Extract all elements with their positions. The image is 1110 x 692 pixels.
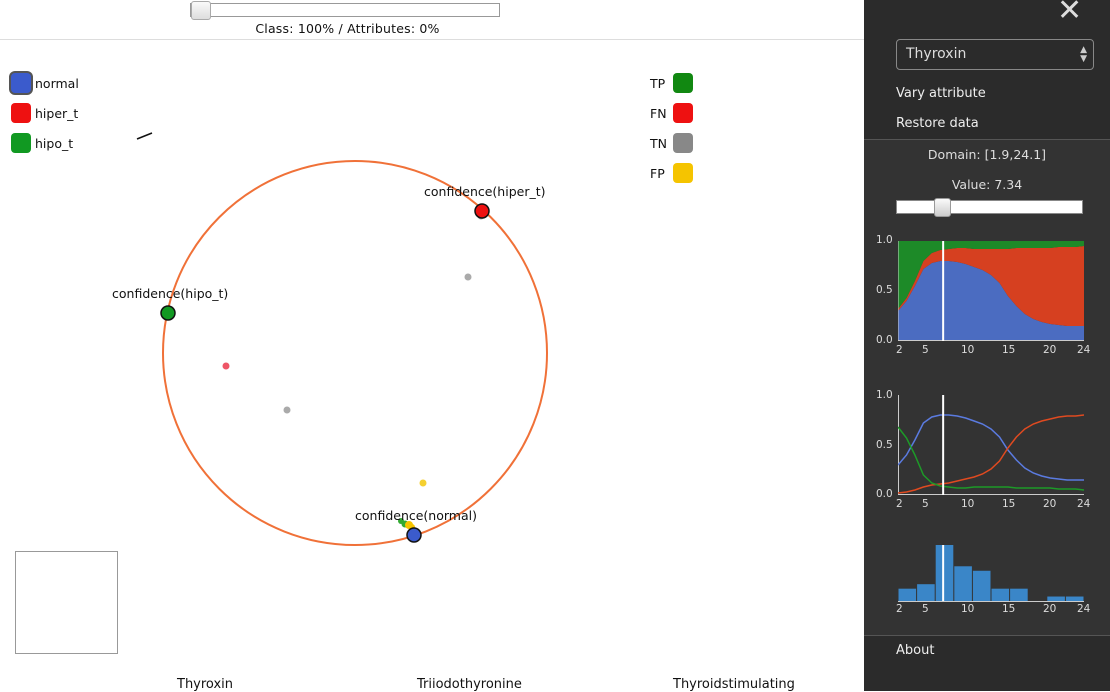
legend-swatch[interactable]	[11, 73, 31, 93]
x-tick: 15	[1002, 603, 1016, 615]
radviz-circle	[162, 160, 548, 546]
x-tick: 2	[896, 498, 903, 510]
radviz-main-panel: Class: 100% / Attributes: 0% normal hipe…	[0, 0, 864, 692]
x-tick: 24	[1077, 498, 1091, 510]
x-tick: 10	[961, 498, 975, 510]
histogram-bar	[1010, 588, 1028, 601]
line-series	[898, 426, 1084, 491]
attribute-name-thyroxin: Thyroxin	[177, 677, 234, 692]
legend-swatch[interactable]	[673, 133, 693, 153]
slider-label: Class: 100% / Attributes: 0%	[255, 21, 440, 36]
x-tick: 10	[961, 344, 975, 356]
stacked-area-chart	[898, 241, 1084, 341]
legend-swatch[interactable]	[11, 103, 31, 123]
histogram-bar	[935, 545, 954, 601]
restore-data-link[interactable]: Restore data	[896, 116, 979, 131]
radviz-plot	[136, 132, 548, 546]
legend-label: hiper_t	[35, 106, 79, 121]
value-label: Value: 7.34	[951, 177, 1023, 192]
anchor-label-normal: confidence(normal)	[355, 508, 477, 523]
histogram-bar	[898, 588, 917, 601]
about-link[interactable]: About	[896, 643, 935, 658]
direction-marker	[136, 132, 153, 140]
y-tick: 0.5	[876, 439, 893, 451]
x-tick: 2	[896, 344, 903, 356]
data-point[interactable]	[419, 479, 427, 487]
attribute-panel	[864, 140, 1110, 636]
histogram-bar	[917, 584, 935, 601]
y-tick: 0.0	[876, 334, 893, 346]
anchor-point-hiper-t[interactable]	[474, 203, 490, 219]
x-tick: 5	[922, 344, 929, 356]
x-tick: 20	[1043, 498, 1057, 510]
divider	[864, 635, 1110, 636]
legend-label: TN	[650, 136, 667, 151]
histogram-chart	[898, 545, 1084, 602]
histogram-bar	[991, 588, 1010, 601]
histogram-bar	[972, 570, 991, 601]
close-icon[interactable]: ✕	[1057, 0, 1083, 28]
x-tick: 24	[1077, 344, 1091, 356]
x-tick: 15	[1002, 344, 1016, 356]
top-toolbar: Class: 100% / Attributes: 0%	[0, 0, 864, 40]
anchor-point-normal[interactable]	[406, 527, 422, 543]
value-slider[interactable]	[896, 198, 1083, 217]
legend-swatch[interactable]	[11, 133, 31, 153]
histogram-bar	[1065, 596, 1084, 601]
x-tick: 20	[1043, 344, 1057, 356]
x-tick: 5	[922, 498, 929, 510]
area-series	[898, 261, 1084, 341]
data-point[interactable]	[222, 362, 230, 370]
x-tick: 2	[896, 603, 903, 615]
histogram-bar	[954, 566, 972, 601]
legend-label: FP	[650, 166, 665, 181]
minimap[interactable]	[15, 551, 118, 654]
class-attribute-slider[interactable]	[190, 1, 500, 20]
x-tick: 15	[1002, 498, 1016, 510]
anchor-label-hipo-t: confidence(hipo_t)	[112, 286, 229, 301]
attribute-select-value: Thyroxin	[906, 46, 967, 62]
slider-thumb[interactable]	[191, 1, 211, 20]
legend-label: hipo_t	[35, 136, 74, 151]
legend-label: normal	[35, 76, 79, 91]
value-slider-thumb[interactable]	[934, 198, 951, 217]
legend-swatch[interactable]	[673, 73, 693, 93]
area-series	[898, 241, 1084, 309]
legend-label: TP	[650, 76, 666, 91]
attribute-select[interactable]: Thyroxin ▲ ▼	[896, 39, 1094, 70]
x-tick: 20	[1043, 603, 1057, 615]
x-tick: 24	[1077, 603, 1091, 615]
legend-swatch[interactable]	[673, 163, 693, 183]
legend-label: FN	[650, 106, 667, 121]
domain-label: Domain: [1.9,24.1]	[927, 147, 1047, 162]
line-series	[898, 414, 1084, 481]
sidebar: ✕ Thyroxin ▲ ▼ Vary attribute Restore dat…	[864, 0, 1110, 691]
anchor-point-hipo-t[interactable]	[160, 305, 176, 321]
x-tick: 10	[961, 603, 975, 615]
vary-attribute-link[interactable]: Vary attribute	[896, 86, 986, 101]
legend-swatch[interactable]	[673, 103, 693, 123]
y-tick: 0.0	[876, 488, 893, 500]
line-series	[898, 414, 1084, 494]
probability-line-chart	[898, 395, 1084, 495]
histogram-bar	[1047, 596, 1065, 601]
select-arrows-icon: ▲ ▼	[1080, 45, 1087, 64]
y-tick: 1.0	[876, 389, 893, 401]
y-tick: 0.5	[876, 284, 893, 296]
data-point[interactable]	[283, 406, 291, 414]
y-tick: 1.0	[876, 234, 893, 246]
attribute-name-thyroidstimulating: Thyroidstimulating	[673, 677, 795, 692]
x-tick: 5	[922, 603, 929, 615]
area-series	[898, 246, 1084, 326]
data-point[interactable]	[464, 273, 472, 281]
anchor-label-hiper-t: confidence(hiper_t)	[424, 184, 546, 199]
attribute-name-triiodothyronine: Triiodothyronine	[417, 677, 522, 692]
divider	[864, 139, 1110, 140]
